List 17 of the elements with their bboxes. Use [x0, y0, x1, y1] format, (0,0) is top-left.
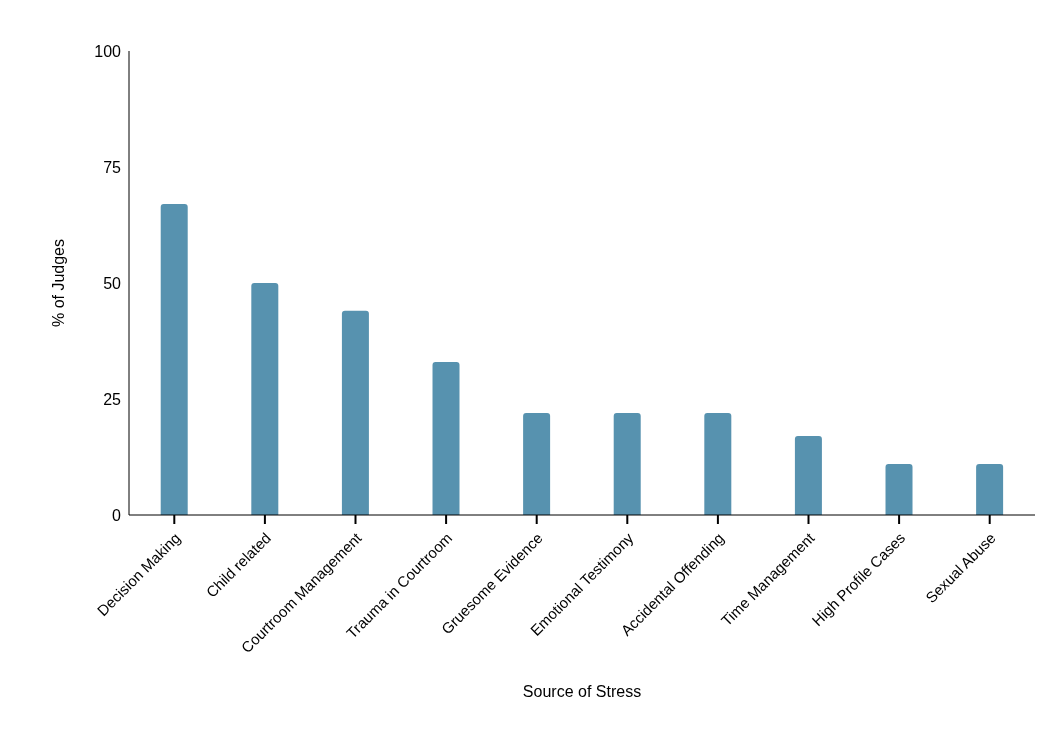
y-tick-label: 100: [94, 42, 122, 60]
bar: [523, 412, 551, 515]
bar: [341, 310, 369, 515]
y-tick-label: 25: [103, 390, 122, 408]
bar: [976, 463, 1004, 515]
bar: [885, 463, 913, 515]
y-tick-label: 50: [103, 274, 122, 292]
y-tick-label: 75: [103, 158, 122, 176]
bar: [432, 361, 460, 515]
bar: [704, 412, 732, 515]
bar: [251, 283, 279, 515]
bar: [160, 204, 188, 515]
y-axis-title: % of Judges: [49, 238, 67, 328]
bar: [794, 436, 822, 515]
x-axis-title: Source of Stress: [522, 683, 642, 700]
bar: [613, 412, 641, 515]
y-tick-label: 0: [112, 506, 122, 524]
